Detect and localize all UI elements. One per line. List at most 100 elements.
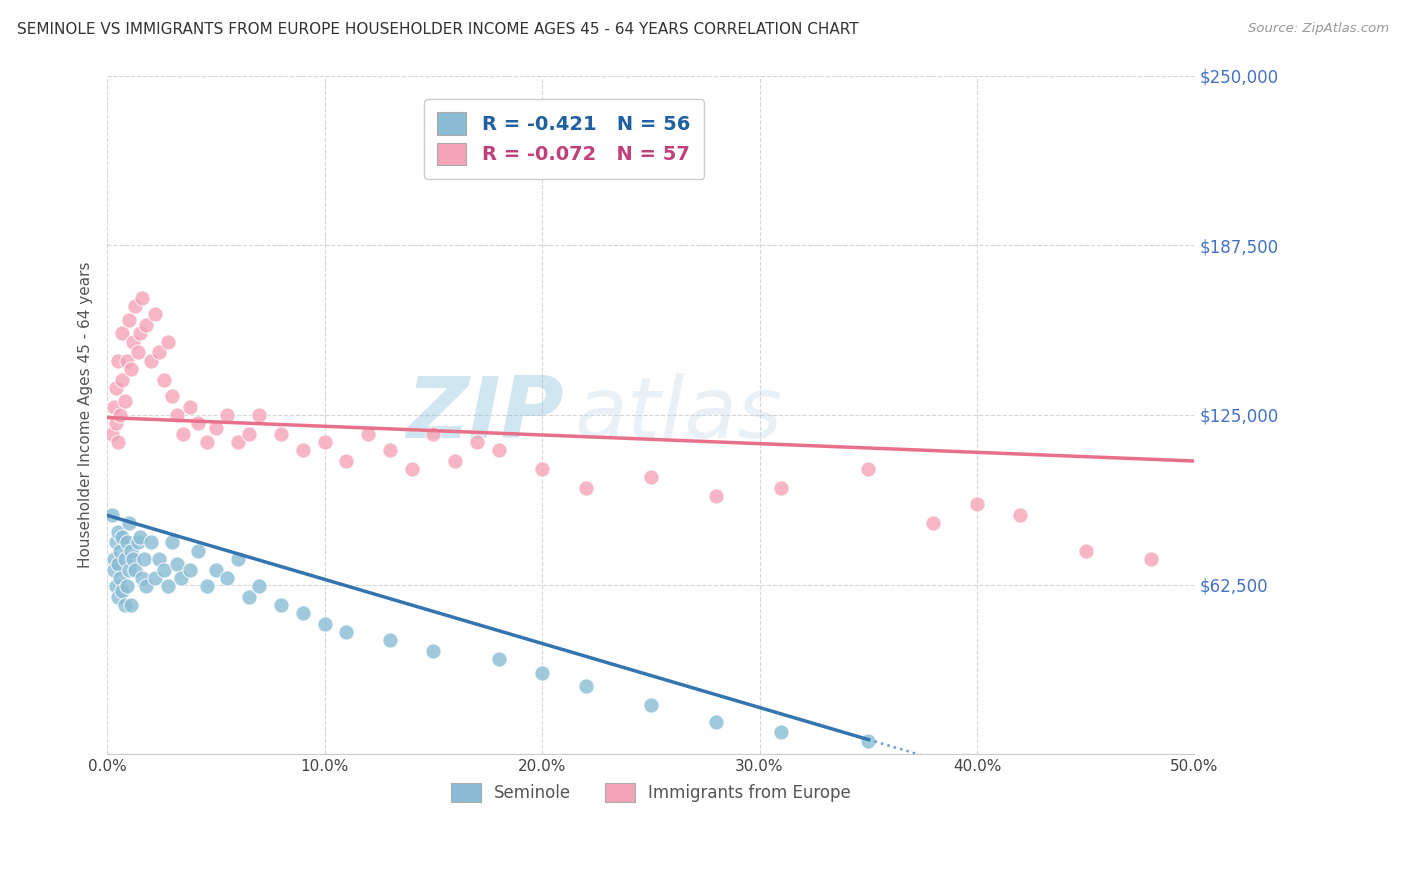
Point — [488, 443, 510, 458]
Point — [139, 535, 162, 549]
Point — [104, 381, 127, 395]
Point — [143, 307, 166, 321]
Point — [195, 579, 218, 593]
Point — [226, 435, 249, 450]
Point — [531, 462, 554, 476]
Point — [100, 508, 122, 523]
Point — [205, 421, 228, 435]
Point — [179, 563, 201, 577]
Point — [103, 400, 125, 414]
Point — [111, 373, 134, 387]
Point — [378, 633, 401, 648]
Point — [1074, 543, 1097, 558]
Point — [270, 426, 292, 441]
Point — [195, 435, 218, 450]
Point — [118, 313, 141, 327]
Point — [170, 571, 193, 585]
Point — [107, 590, 129, 604]
Point — [131, 291, 153, 305]
Point — [314, 616, 336, 631]
Point — [401, 462, 423, 476]
Point — [215, 408, 238, 422]
Point — [640, 470, 662, 484]
Point — [770, 481, 793, 495]
Point — [139, 353, 162, 368]
Point — [122, 551, 145, 566]
Point — [107, 353, 129, 368]
Point — [135, 318, 157, 333]
Text: atlas: atlas — [575, 374, 783, 457]
Point — [127, 345, 149, 359]
Point — [111, 530, 134, 544]
Point — [107, 557, 129, 571]
Point — [131, 571, 153, 585]
Point — [108, 543, 131, 558]
Point — [704, 489, 727, 503]
Point — [574, 481, 596, 495]
Point — [115, 535, 138, 549]
Point — [574, 679, 596, 693]
Point — [378, 443, 401, 458]
Point — [238, 426, 260, 441]
Point — [114, 598, 136, 612]
Point — [118, 563, 141, 577]
Point — [128, 326, 150, 341]
Point — [162, 535, 184, 549]
Point — [103, 563, 125, 577]
Point — [187, 543, 209, 558]
Point — [157, 579, 180, 593]
Text: SEMINOLE VS IMMIGRANTS FROM EUROPE HOUSEHOLDER INCOME AGES 45 - 64 YEARS CORRELA: SEMINOLE VS IMMIGRANTS FROM EUROPE HOUSE… — [17, 22, 859, 37]
Point — [226, 551, 249, 566]
Point — [148, 345, 170, 359]
Point — [115, 579, 138, 593]
Point — [120, 361, 142, 376]
Point — [115, 353, 138, 368]
Point — [531, 665, 554, 680]
Point — [104, 579, 127, 593]
Legend: Seminole, Immigrants from Europe: Seminole, Immigrants from Europe — [439, 772, 862, 814]
Point — [704, 714, 727, 729]
Point — [1010, 508, 1032, 523]
Point — [104, 535, 127, 549]
Point — [488, 652, 510, 666]
Point — [270, 598, 292, 612]
Point — [107, 524, 129, 539]
Point — [134, 551, 156, 566]
Point — [172, 426, 194, 441]
Point — [104, 416, 127, 430]
Point — [162, 389, 184, 403]
Point — [922, 516, 945, 531]
Point — [107, 435, 129, 450]
Point — [122, 334, 145, 349]
Point — [314, 435, 336, 450]
Point — [152, 563, 174, 577]
Point — [215, 571, 238, 585]
Point — [858, 462, 880, 476]
Point — [108, 571, 131, 585]
Point — [465, 435, 488, 450]
Point — [444, 454, 467, 468]
Point — [120, 543, 142, 558]
Point — [422, 644, 444, 658]
Point — [148, 551, 170, 566]
Point — [966, 498, 988, 512]
Point — [128, 530, 150, 544]
Point — [166, 557, 188, 571]
Point — [135, 579, 157, 593]
Point — [166, 408, 188, 422]
Point — [152, 373, 174, 387]
Point — [247, 579, 270, 593]
Point — [114, 551, 136, 566]
Point — [111, 326, 134, 341]
Point — [179, 400, 201, 414]
Point — [127, 535, 149, 549]
Y-axis label: Householder Income Ages 45 - 64 years: Householder Income Ages 45 - 64 years — [79, 261, 93, 568]
Point — [247, 408, 270, 422]
Point — [111, 584, 134, 599]
Point — [124, 299, 146, 313]
Point — [187, 416, 209, 430]
Point — [640, 698, 662, 713]
Point — [103, 551, 125, 566]
Point — [143, 571, 166, 585]
Point — [120, 598, 142, 612]
